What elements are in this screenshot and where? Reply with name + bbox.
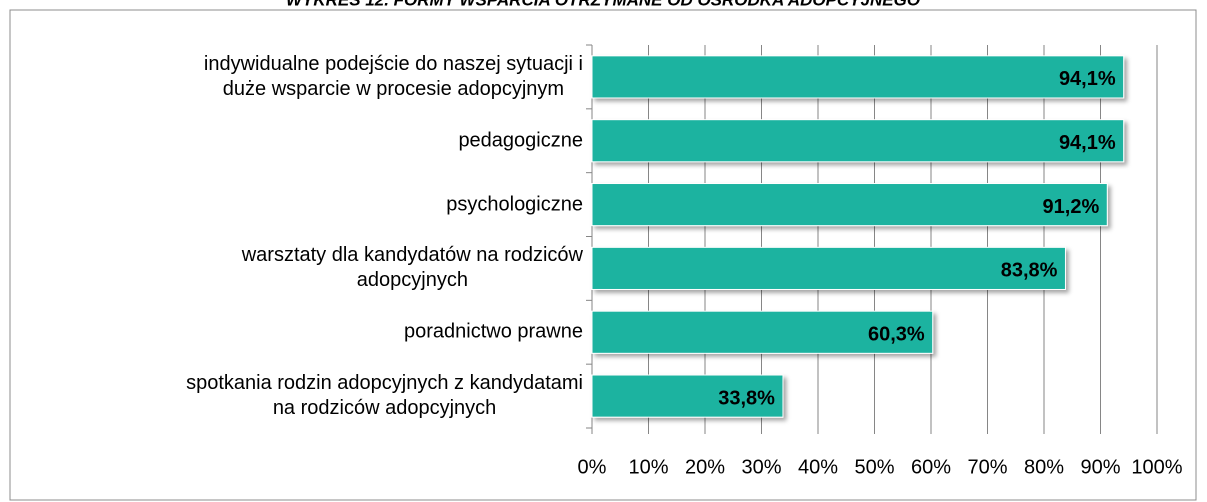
title-background <box>300 0 1000 9</box>
x-tick-label: 60% <box>911 456 951 478</box>
chart-frame <box>9 9 1197 501</box>
bar <box>591 183 1108 227</box>
data-label: 94,1% <box>1059 132 1116 154</box>
y-tick-label: indywidualne podejście do naszej sytuacj… <box>203 52 583 100</box>
x-tick-label: 40% <box>798 456 838 478</box>
data-label: 83,8% <box>1001 260 1058 282</box>
bar <box>591 246 1066 290</box>
x-tick-label: 20% <box>685 456 725 478</box>
x-tick-label: 100% <box>1131 456 1182 478</box>
chart-title: WYKRES 12. FORMY WSPARCIA OTRZYMANE OD O… <box>286 0 920 9</box>
x-tick-label: 0% <box>578 456 607 478</box>
bar <box>591 119 1125 163</box>
data-label: 91,2% <box>1043 196 1100 218</box>
y-tick-label: psychologiczne <box>446 193 583 216</box>
y-tick-label: pedagogiczne <box>458 129 583 152</box>
data-label: 33,8% <box>718 387 775 409</box>
y-tick-label: poradnictwo prawne <box>404 320 583 343</box>
x-tick-label: 50% <box>854 456 894 478</box>
data-label: 60,3% <box>868 324 925 346</box>
x-tick-label: 80% <box>1024 456 1064 478</box>
bar <box>591 310 934 354</box>
x-tick-label: 30% <box>741 456 781 478</box>
x-tick-label: 70% <box>967 456 1007 478</box>
bar <box>591 374 784 418</box>
data-label: 94,1% <box>1059 68 1116 90</box>
x-tick-label: 10% <box>628 456 668 478</box>
y-tick-label: warsztaty dla kandydatów na rodziców ado… <box>241 244 583 292</box>
bar <box>591 55 1125 99</box>
x-tick-label: 90% <box>1080 456 1120 478</box>
y-tick-label: spotkania rodzin adopcyjnych z kandydata… <box>186 372 583 420</box>
